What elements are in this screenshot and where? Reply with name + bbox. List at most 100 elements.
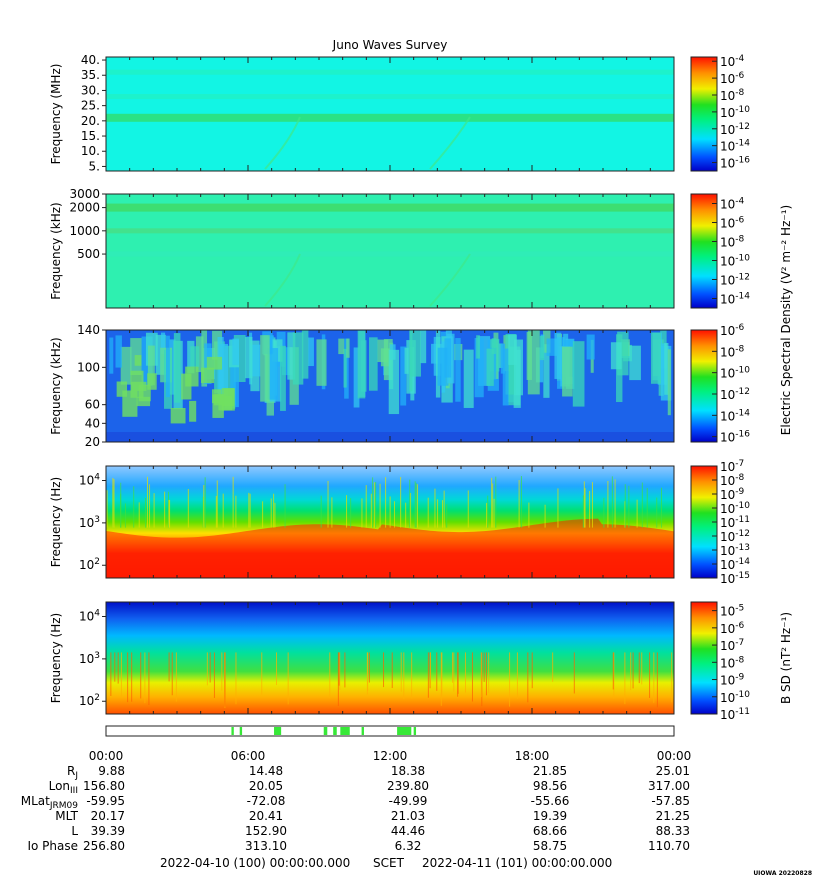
ephemeris-value: 9.88 (98, 764, 125, 778)
emission-patch (307, 337, 314, 367)
y-tick-label: 103 (79, 651, 100, 666)
y-tick-label: 5. (89, 159, 100, 173)
emission-patch (353, 347, 360, 408)
footer-end-time: 2022-04-11 (101) 00:00:00.000 (422, 856, 612, 870)
emission-patch (527, 330, 540, 395)
credit-stamp: UIOWA 20220828 (753, 870, 812, 877)
ephemeris-row-label: MLT (55, 809, 78, 823)
emission-arc (429, 253, 471, 307)
colorbar-tick-label: 10-10 (720, 690, 750, 705)
flag-segment (361, 727, 364, 735)
ephemeris-value: 19.39 (533, 809, 567, 823)
emission-patch (230, 339, 237, 406)
y-tick-label: 15. (81, 129, 100, 143)
emission-patch (212, 330, 223, 360)
colorbar-tick-label: 10-4 (720, 54, 745, 69)
emission-patch (338, 338, 345, 355)
ephemeris-row-label: MLatJRM09 (21, 794, 79, 811)
colorbar-gradient (690, 329, 718, 443)
emission-arc (429, 116, 471, 170)
ephemeris-value: 21.03 (391, 809, 425, 823)
emission-patch (554, 332, 562, 379)
emission-patch (617, 331, 629, 376)
ephemeris-value: 20.05 (249, 779, 283, 793)
emission-patch (201, 330, 208, 387)
ephemeris-value: 18.38 (391, 764, 425, 778)
colorbar-tick-label: 10-16 (720, 430, 750, 445)
colorbar-low-frequency: 10-6 10-8 10-10 10-12 10-14 10-16 (690, 323, 750, 445)
colorbar-gradient (690, 601, 718, 715)
panel-high-frequency: 40.35.30. 25.20.15.10.5. Frequency (MHz) 10… (49, 53, 750, 173)
ephemeris-value: 68.66 (533, 824, 567, 838)
emission-arc (264, 116, 301, 170)
colorbar-tick-label: 10-8 (720, 344, 745, 359)
emission-patch (120, 346, 132, 385)
ephemeris-value: 25.01 (656, 764, 690, 778)
colorbar-tick-label: 10-6 (720, 216, 745, 231)
emission-patch (169, 339, 176, 395)
y-tick-label: 140 (77, 323, 100, 337)
y-axis-label: Frequency (Hz) (49, 613, 63, 704)
emission-patch (109, 337, 114, 374)
y-tick-label: 20. (81, 114, 100, 128)
emission-patch (115, 335, 122, 368)
colorbar-high-frequency: 10-4 10-6 10-8 10-10 10-12 10-14 10-16 (690, 54, 750, 172)
emission-patch (292, 332, 304, 385)
emission-patch (546, 338, 559, 356)
ephemeris-row-label: RJ (67, 764, 78, 781)
ephemeris-value: 39.39 (91, 824, 125, 838)
emission-patch (116, 381, 128, 397)
flag-segment (239, 727, 243, 735)
emission-patch (170, 407, 186, 424)
colorbar-tick-label: 10-12 (720, 273, 750, 288)
flag-segment (231, 727, 234, 735)
time-tick-label: 18:00 (515, 749, 550, 763)
emission-patch (181, 373, 192, 400)
emission-patch (664, 342, 669, 395)
time-tick-label: 12:00 (373, 749, 408, 763)
colorbar-tick-label: 10-10 (720, 254, 750, 269)
colorbar-tick-label: 10-16 (720, 156, 750, 171)
emission-patch (491, 338, 496, 354)
emission-patch (173, 333, 181, 403)
emission-patch (455, 338, 461, 402)
emission-patch (502, 348, 509, 406)
emission-patch (610, 342, 622, 370)
emission-patch (122, 390, 138, 417)
colorbar-tick-label: 10-7 (720, 459, 744, 474)
emission-patch (147, 373, 157, 390)
emission-patch (400, 346, 407, 406)
ephemeris-value: 20.41 (249, 809, 283, 823)
ephemeris-value: -72.08 (247, 794, 286, 808)
y-tick-label: 30. (81, 83, 100, 97)
emission-band (106, 94, 674, 100)
emission-patch (357, 330, 366, 399)
colorbar-tick-label: 10-12 (720, 529, 750, 544)
emission-patch (165, 335, 170, 398)
emission-patch (190, 346, 200, 368)
ephemeris-value: 313.10 (245, 839, 287, 853)
y-tick-label: 102 (79, 557, 100, 572)
colorbar-tick-label: 10-8 (720, 88, 745, 103)
emission-patch (508, 334, 517, 365)
y-tick-label: 1000 (69, 224, 100, 238)
emission-patch (474, 337, 484, 398)
ephemeris-value: 317.00 (648, 779, 690, 793)
emission-band (106, 113, 674, 122)
colorbar-label: Electric Spectral Density (V² m⁻² Hz⁻¹) (779, 205, 793, 435)
emission-patch (160, 332, 166, 355)
emission-patch (667, 349, 671, 416)
colorbar-tick-label: 10-4 (720, 197, 745, 212)
ephemeris-value: 44.46 (391, 824, 425, 838)
colorbar-electric-waveform: 10-710-810-910-1010-1110-1210-1310-1410-… (690, 459, 750, 586)
emission-patch (206, 356, 223, 370)
colorbar-tick-label: 10-15 (720, 571, 750, 586)
ephemeris-value: 6.32 (395, 839, 422, 853)
y-tick-label: 100 (77, 360, 100, 374)
emission-patch (420, 330, 427, 364)
colorbar-gradient (690, 193, 718, 309)
colorbar-tick-label: 10-13 (720, 543, 750, 558)
colorbar-tick-label: 10-6 (720, 71, 745, 86)
colorbar-medium-frequency: 10-4 10-6 10-8 10-10 10-12 10-14 Electric Spec… (690, 193, 793, 435)
